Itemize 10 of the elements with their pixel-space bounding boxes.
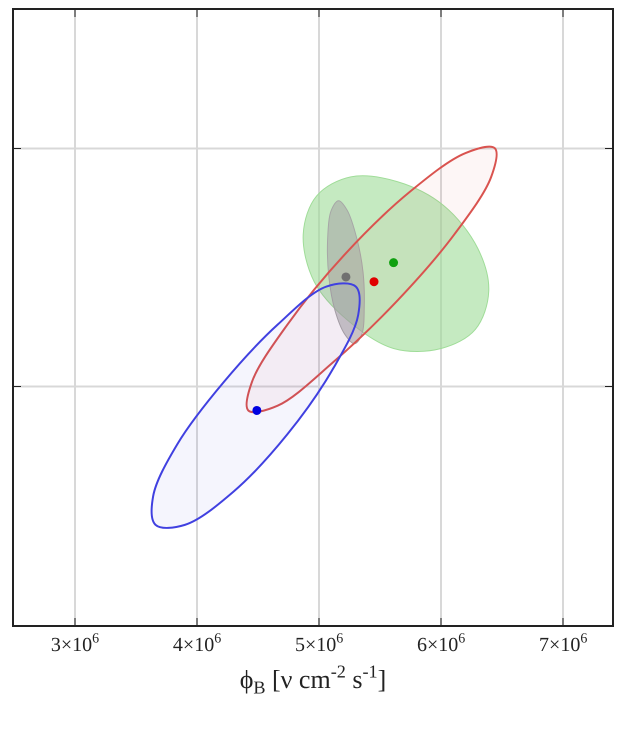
x-tick-label: 5×10$^{6}$ (294, 632, 344, 656)
x-tick-label: 4×10$^{6}$ (172, 632, 222, 656)
x-tick-label: 6×10$^{6}$ (417, 632, 466, 656)
x-tick-label: 7×10$^{6}$ (539, 632, 588, 656)
point (389, 258, 398, 268)
point (341, 272, 350, 282)
point (370, 277, 379, 286)
point (252, 406, 262, 415)
x-axis-title: ϕ$_{B}$ [ν cm$^{-2}$ s$^{-1}$] (240, 661, 386, 698)
x-tick-label: 3×10$^{6}$ (50, 632, 100, 656)
